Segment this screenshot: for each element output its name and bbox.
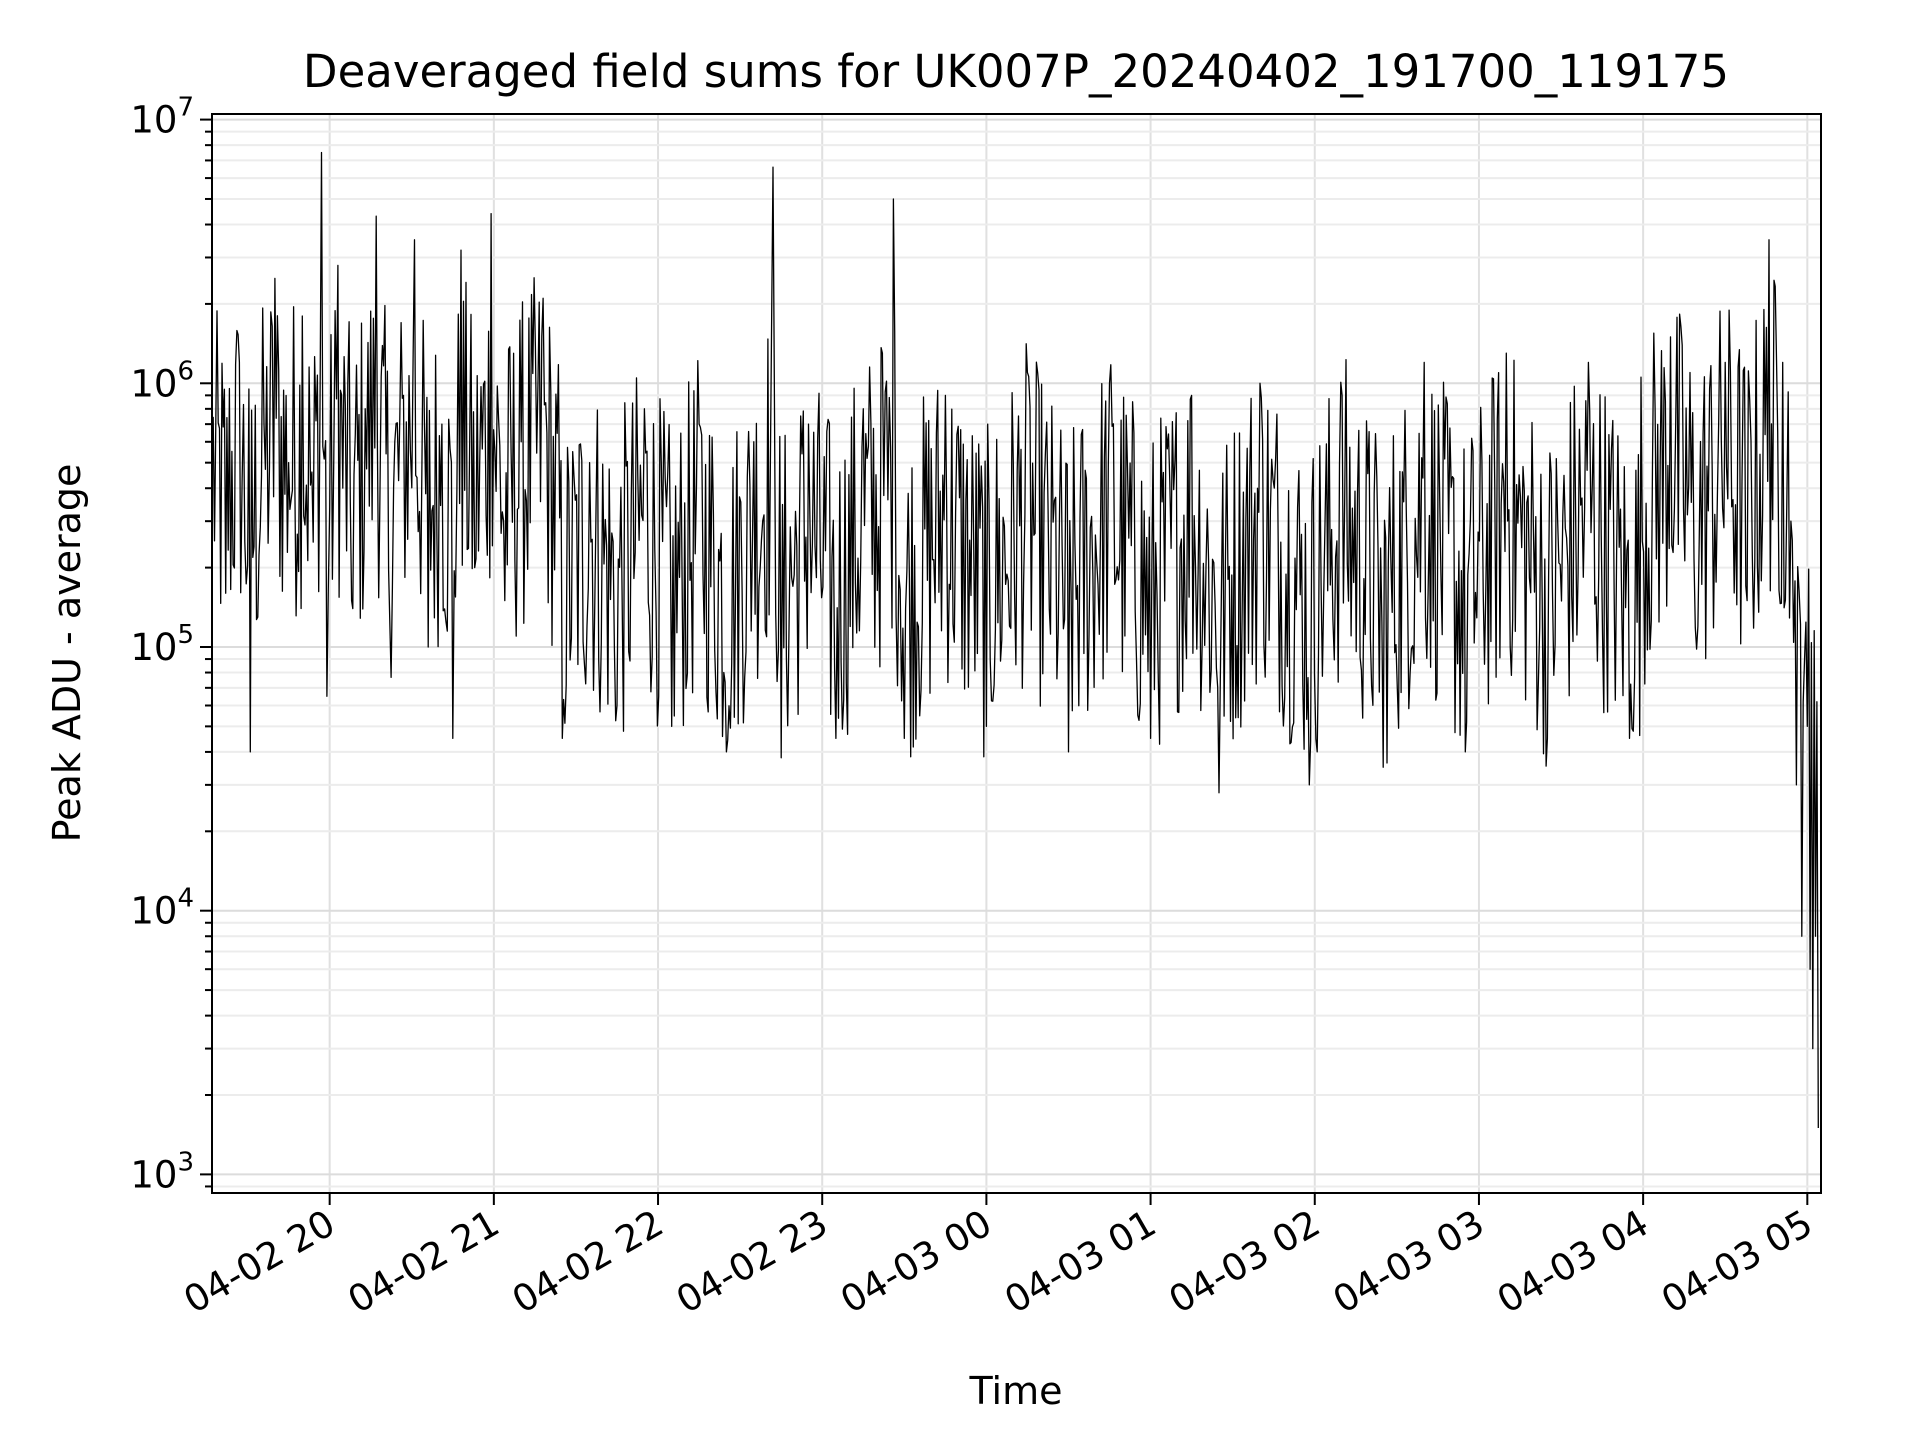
y-axis-label: Peak ADU - average — [45, 464, 89, 843]
y-tick-label: 104 — [130, 884, 194, 933]
plot-frame — [211, 113, 1822, 1194]
series-line — [211, 151, 1819, 1129]
y-tick-label: 107 — [130, 93, 194, 142]
y-tick-label: 103 — [130, 1147, 194, 1196]
x-axis-label: Time — [969, 1369, 1063, 1413]
series-layer — [211, 151, 1819, 1129]
y-tick-label: 106 — [130, 356, 194, 405]
y-tick-label: 105 — [130, 620, 194, 669]
chart-title: Deaveraged field sums for UK007P_2024040… — [303, 45, 1729, 98]
